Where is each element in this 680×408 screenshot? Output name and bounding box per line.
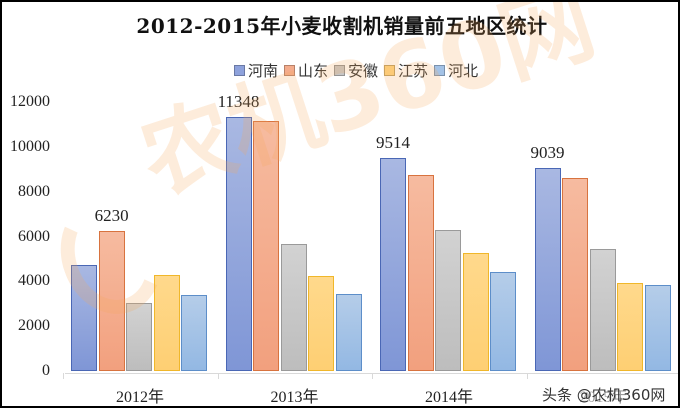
bar [407, 174, 434, 371]
legend-label: 江苏 [398, 62, 429, 80]
x-tick [217, 373, 219, 379]
bar [534, 168, 561, 371]
legend-swatch-icon [234, 65, 245, 76]
bar [462, 253, 489, 371]
source-credit: 头条 @农机360网 [542, 384, 666, 405]
legend-swatch-icon [284, 65, 296, 76]
x-axis-line [65, 373, 678, 374]
legend-label: 安徽 [348, 62, 379, 80]
y-tick-label: 10000 [10, 137, 50, 155]
y-tick-label: 0 [42, 362, 50, 379]
legend-swatch-icon [384, 65, 396, 76]
x-tick [372, 373, 373, 379]
data-label: 6230 [94, 206, 129, 226]
y-tick-label: 2000 [18, 317, 50, 335]
legend-label: 河南 [248, 62, 279, 80]
data-label: 9039 [530, 143, 565, 163]
x-tick-label: 2012年 [115, 389, 164, 406]
bar [617, 283, 644, 371]
bar [589, 248, 616, 371]
data-label: 11348 [217, 91, 260, 111]
bar [308, 276, 335, 371]
bar [126, 303, 153, 371]
bar [435, 229, 462, 371]
bar [380, 157, 406, 371]
data-label: 9514 [376, 132, 410, 152]
bar [280, 244, 307, 371]
legend-label: 山东 [298, 62, 329, 80]
bar [153, 274, 180, 371]
y-tick-label: 6000 [18, 227, 50, 245]
legend-swatch-icon [434, 65, 446, 76]
bar [335, 294, 362, 371]
bar [562, 178, 589, 371]
chart-title: 2012-2015年小麦收割机销量前五地区统计 [136, 14, 548, 38]
legend-item: 河南 [234, 60, 278, 81]
x-tick [526, 373, 528, 379]
bar [253, 121, 280, 371]
bar [181, 294, 208, 371]
legend-swatch-icon [334, 65, 346, 76]
bar [490, 272, 517, 371]
x-tick [63, 373, 64, 379]
x-tick-label: 2013年 [270, 389, 319, 406]
y-tick-label: 12000 [10, 93, 50, 110]
legend-item: 安徽 [334, 60, 378, 81]
legend-label: 河北 [448, 62, 479, 80]
bar [644, 284, 671, 371]
chart-legend: 河南 山东 安徽 江苏 河北 [234, 60, 478, 81]
y-tick-label: 8000 [18, 182, 50, 200]
bar [225, 116, 252, 371]
legend-item: 江苏 [384, 60, 428, 81]
y-tick-label: 4000 [18, 272, 50, 290]
bar [71, 264, 97, 371]
legend-item: 山东 [284, 60, 328, 81]
legend-item: 河北 [434, 60, 478, 81]
x-tick-label: 2014年 [424, 389, 473, 406]
bar [98, 231, 125, 371]
